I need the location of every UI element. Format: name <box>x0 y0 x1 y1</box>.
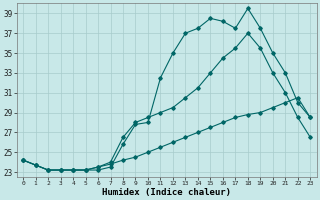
X-axis label: Humidex (Indice chaleur): Humidex (Indice chaleur) <box>102 188 231 197</box>
